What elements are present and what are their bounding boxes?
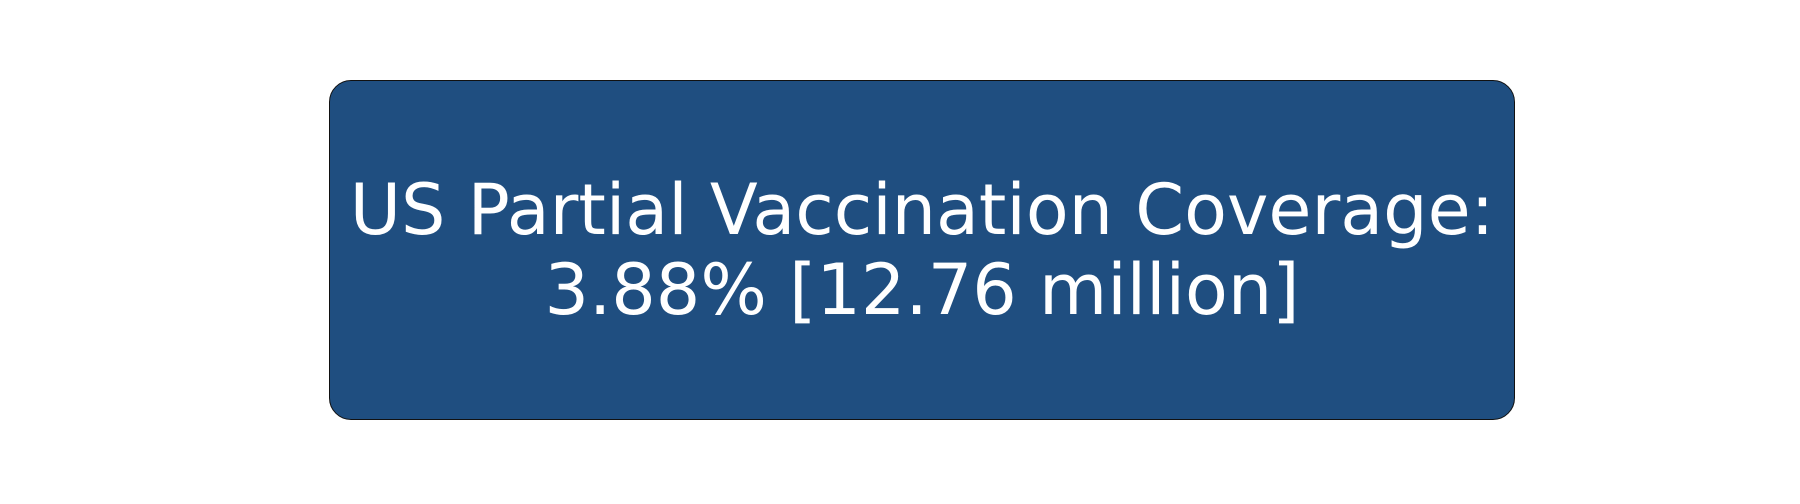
stat-title: US Partial Vaccination Coverage: bbox=[349, 169, 1495, 251]
stat-value: 3.88% [12.76 million] bbox=[544, 249, 1300, 331]
vaccination-stat-card: US Partial Vaccination Coverage: 3.88% [… bbox=[329, 80, 1515, 420]
